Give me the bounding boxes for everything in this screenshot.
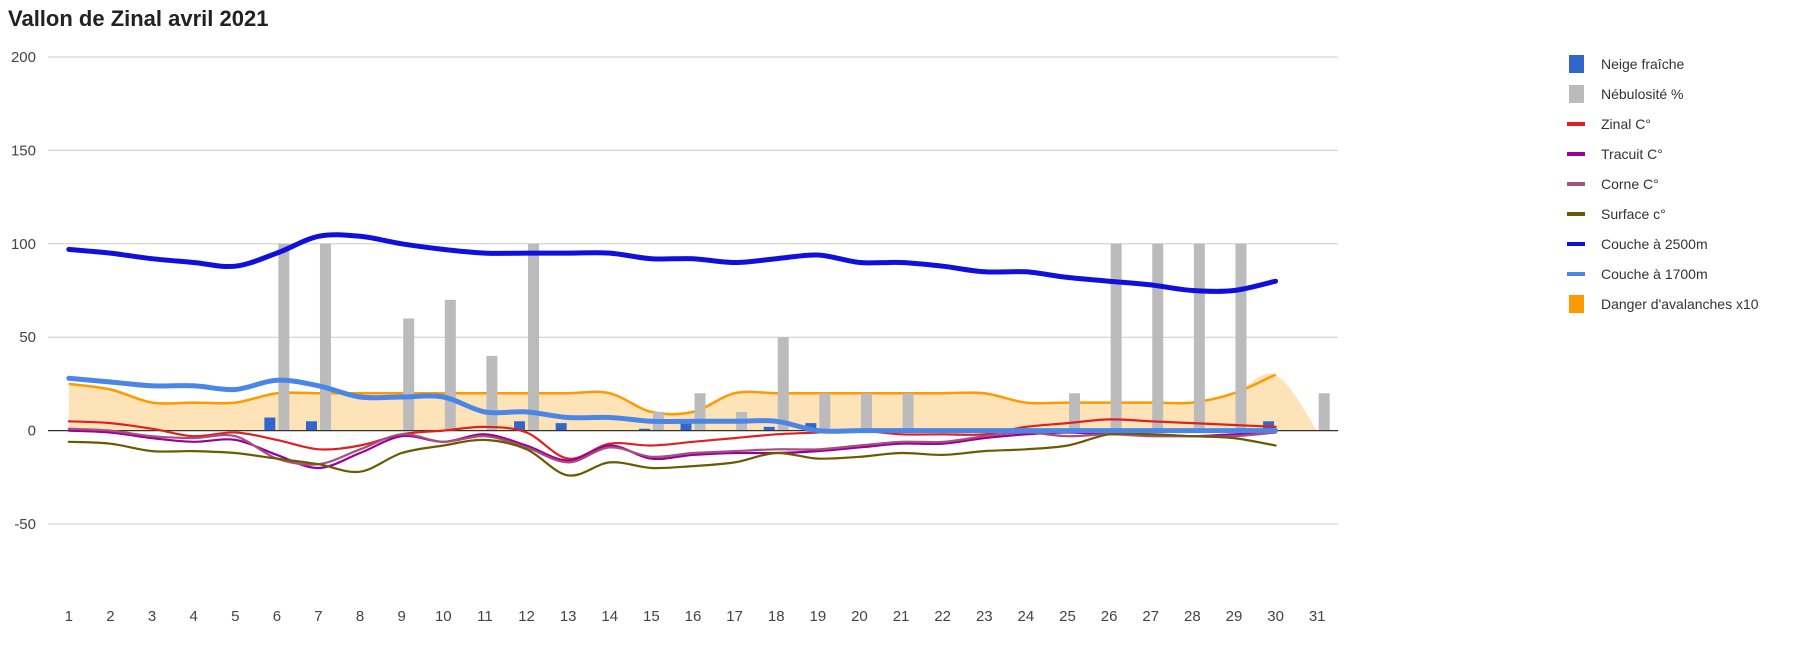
- y-tick-label: 100: [11, 236, 36, 253]
- couche-a-1700m-line: [66, 375, 1279, 434]
- danger-d-avalanches-x10-area: [68, 373, 1318, 431]
- x-tick-label: 23: [976, 608, 993, 625]
- x-tick-label: 28: [1184, 608, 1201, 625]
- x-tick-label: 26: [1101, 608, 1118, 625]
- y-tick-label: 200: [11, 49, 36, 66]
- legend-label-corne-c: Corne C°: [1601, 176, 1659, 192]
- y-tick-label: -50: [14, 516, 36, 533]
- nebulosite-bar: [1069, 393, 1081, 431]
- nebulosite-bar: [902, 393, 914, 431]
- legend-swatch-couche-a-1700m: [1567, 272, 1585, 276]
- x-tick-label: 20: [851, 608, 868, 625]
- x-tick-label: 8: [356, 608, 364, 625]
- legend-swatch-danger-d-avalanches-x10: [1569, 295, 1584, 313]
- x-tick-label: 18: [768, 608, 785, 625]
- x-tick-label: 29: [1226, 608, 1243, 625]
- legend-label-surface-c: Surface c°: [1601, 206, 1666, 222]
- neige-fraiche-bar: [763, 426, 775, 431]
- legend-label-zinal-c: Zinal C°: [1601, 116, 1651, 132]
- nebulosite-bar: [1193, 243, 1205, 431]
- x-tick-label: 15: [643, 608, 660, 625]
- y-tick-label: 0: [28, 423, 36, 440]
- x-tick-label: 24: [1018, 608, 1035, 625]
- legend-label-neige-fraiche: Neige fraîche: [1601, 56, 1684, 72]
- nebulosite-bar: [819, 393, 831, 431]
- x-tick-label: 2: [106, 608, 114, 625]
- neige-fraiche-bar: [305, 421, 317, 431]
- legend-label-couche-a-2500m: Couche à 2500m: [1601, 236, 1708, 252]
- neige-fraiche-bar: [680, 421, 692, 431]
- x-tick-label: 16: [685, 608, 702, 625]
- legend-label-danger-d-avalanches-x10: Danger d'avalanches x10: [1601, 296, 1759, 312]
- nebulosite-bar: [319, 243, 331, 431]
- legend-swatch-neige-fraiche: [1569, 55, 1584, 73]
- surface-c-line: [67, 432, 1277, 477]
- legend: Neige fraîche Nébulosité % Zinal C° Tracuit…: [1567, 55, 1759, 313]
- x-tick-label: 27: [1142, 608, 1159, 625]
- x-tick-label: 11: [477, 608, 493, 625]
- nebulosite-bar: [486, 355, 498, 431]
- x-tick-label: 21: [893, 608, 910, 625]
- legend-swatch-couche-a-2500m: [1567, 242, 1585, 246]
- nebulosite-bar: [1318, 393, 1330, 431]
- x-tick-label: 9: [398, 608, 406, 625]
- neige-fraiche-bar: [264, 417, 276, 431]
- x-tick-label: 12: [518, 608, 535, 625]
- legend-swatch-nebulosite: [1569, 85, 1584, 103]
- nebulosite-bar: [403, 318, 415, 431]
- nebulosite-bar: [528, 243, 540, 431]
- nebulosite-bar: [1235, 243, 1247, 431]
- x-tick-label: 30: [1267, 608, 1284, 625]
- x-tick-label: 19: [809, 608, 826, 625]
- neige-fraiche-bar: [555, 423, 567, 431]
- x-tick-label: 7: [314, 608, 322, 625]
- x-tick-label: 17: [726, 608, 743, 625]
- x-tick-label: 4: [189, 608, 197, 625]
- x-tick-label: 31: [1309, 608, 1326, 625]
- x-tick-label: 10: [435, 608, 452, 625]
- x-tick-label: 5: [231, 608, 239, 625]
- x-tick-label: 3: [148, 608, 156, 625]
- grid-layer: [48, 56, 1338, 525]
- legend-swatch-zinal-c: [1567, 122, 1585, 126]
- x-tick-label: 1: [65, 608, 73, 625]
- nebulosite-bar: [444, 299, 456, 431]
- legend-label-tracuit-c: Tracuit C°: [1601, 146, 1663, 162]
- chart-title: Vallon de Zinal avril 2021: [8, 6, 269, 31]
- x-tick-label: 22: [934, 608, 951, 625]
- x-tick-label: 25: [1059, 608, 1076, 625]
- x-tick-label: 14: [601, 608, 618, 625]
- zinal-c-line: [67, 418, 1277, 460]
- nebulosite-bar: [694, 393, 706, 431]
- tracuit-c-line: [67, 429, 1277, 470]
- y-tick-label: 50: [19, 329, 36, 346]
- nebulosite-bar: [860, 393, 872, 431]
- x-tick-label: 13: [560, 608, 577, 625]
- legend-swatch-tracuit-c: [1567, 152, 1585, 156]
- nebulosite-bar: [1152, 243, 1164, 431]
- legend-swatch-surface-c: [1567, 212, 1585, 216]
- x-tick-label: 6: [273, 608, 281, 625]
- nebulosite-bar: [1110, 243, 1122, 431]
- legend-label-nebulosite: Nébulosité %: [1601, 86, 1684, 102]
- y-tick-label: 150: [11, 142, 36, 159]
- nebulosite-bar: [278, 243, 290, 431]
- nebulosite-bar: [777, 337, 789, 431]
- neige-fraiche-bar: [514, 421, 526, 431]
- couche-a-2500m-line: [66, 232, 1279, 294]
- line-layer: [66, 232, 1279, 477]
- legend-label-couche-a-1700m: Couche à 1700m: [1601, 266, 1708, 282]
- legend-swatch-corne-c: [1567, 182, 1585, 186]
- neige-fraiche-bar: [638, 428, 650, 431]
